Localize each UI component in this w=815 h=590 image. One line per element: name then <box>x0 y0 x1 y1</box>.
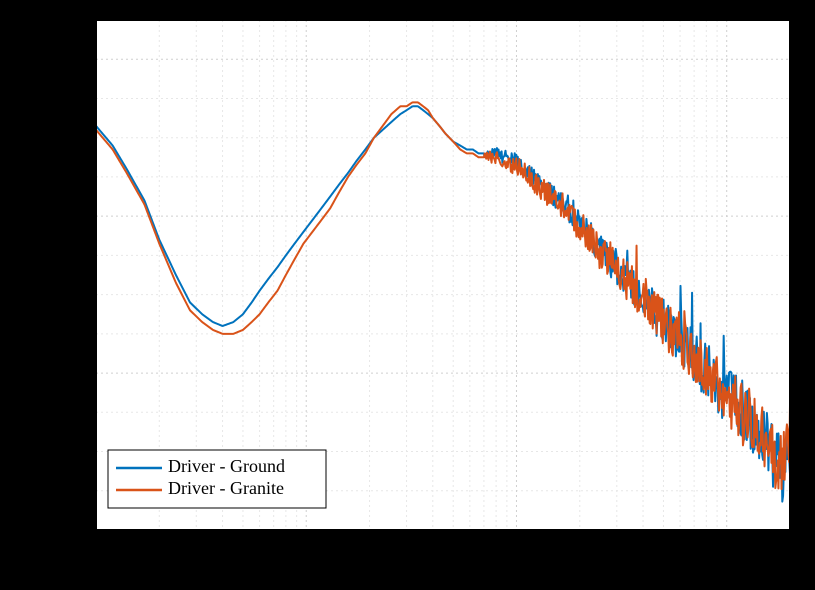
chart-container: Driver - GroundDriver - Granite <box>0 0 815 590</box>
legend-label: Driver - Granite <box>168 478 284 498</box>
legend: Driver - GroundDriver - Granite <box>108 450 326 508</box>
line-chart: Driver - GroundDriver - Granite <box>0 0 815 590</box>
legend-label: Driver - Ground <box>168 456 285 476</box>
